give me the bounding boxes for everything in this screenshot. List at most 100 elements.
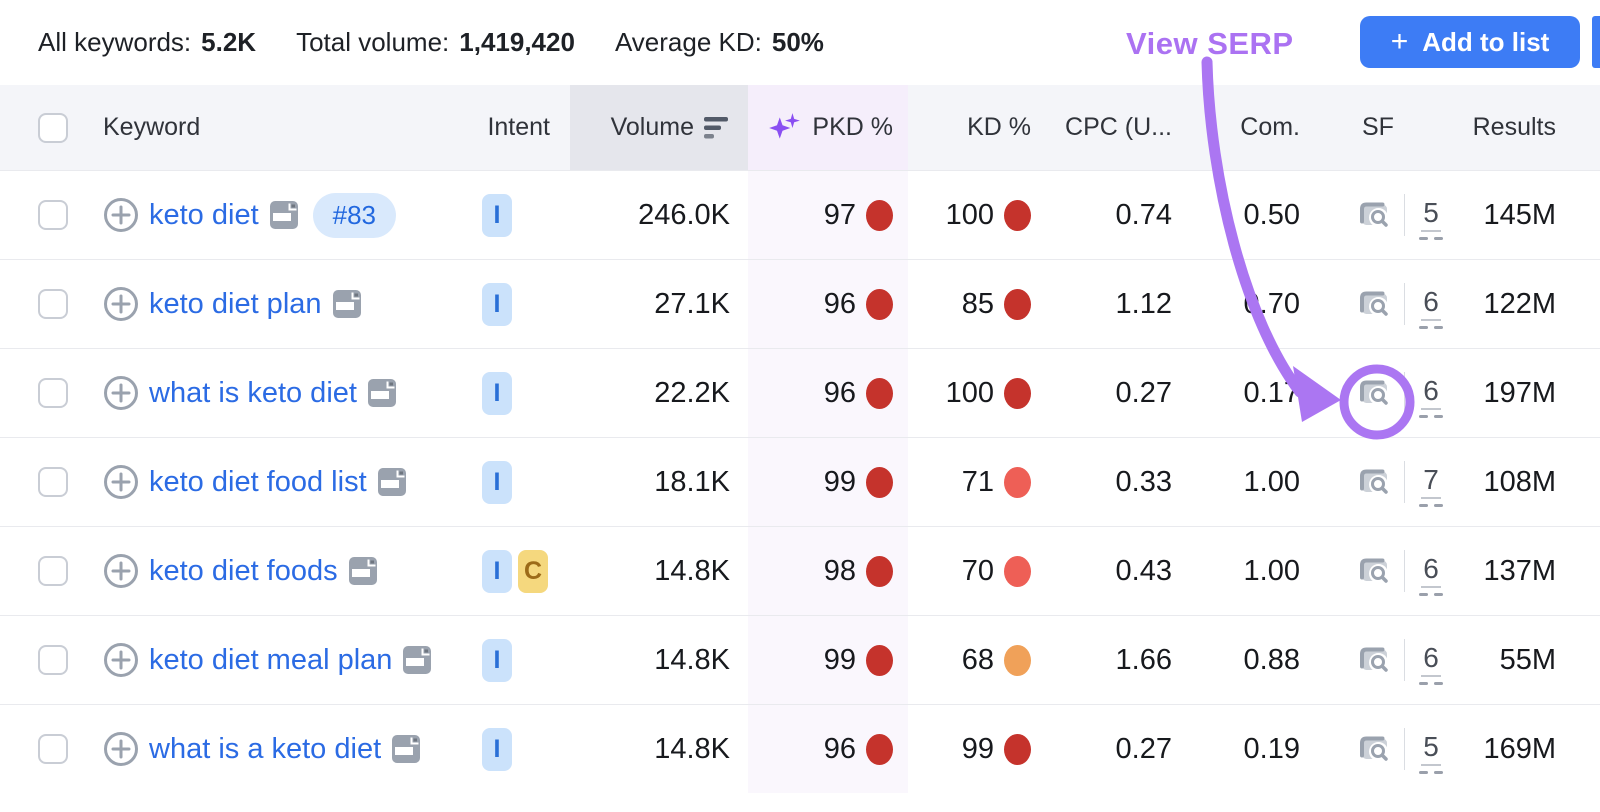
cut-off-adjacent-button[interactable] [1592, 16, 1600, 68]
serp-page-icon[interactable] [391, 733, 421, 765]
column-header-pkd[interactable]: PKD % [748, 85, 908, 170]
sf-count[interactable]: 5 [1421, 731, 1441, 766]
column-header-com[interactable]: Com. [1240, 113, 1300, 141]
select-all-checkbox[interactable] [38, 112, 68, 143]
pkd-dot [866, 733, 893, 765]
sf-count[interactable]: 6 [1421, 553, 1441, 588]
row-checkbox[interactable] [38, 645, 68, 675]
kd-cell: 85 [908, 260, 1042, 348]
row-checkbox[interactable] [38, 289, 68, 319]
pkd-cell: 97 [748, 171, 908, 259]
table-row: keto diet plan I 27.1K 96 85 1.12 0.70 6… [0, 259, 1600, 348]
ai-sparkle-icon [769, 112, 801, 139]
results-cell: 169M [1483, 732, 1556, 765]
sf-count[interactable]: 6 [1421, 375, 1441, 410]
all-keywords-label: All keywords: [38, 27, 192, 57]
com-cell: 0.50 [1243, 198, 1300, 231]
intent-badge-commercial: C [518, 549, 549, 593]
serp-page-icon[interactable] [402, 644, 432, 676]
all-keywords-value: 5.2K [201, 27, 257, 57]
column-header-kd[interactable]: KD % [967, 113, 1031, 141]
kd-dot [1004, 555, 1031, 587]
sf-count[interactable]: 6 [1421, 642, 1441, 677]
plus-icon: + [1390, 25, 1409, 58]
intent-badge-informational: I [482, 371, 512, 415]
results-cell: 145M [1483, 198, 1556, 231]
kd-cell: 100 [908, 171, 1042, 259]
kd-dot [1004, 466, 1031, 498]
keyword-link[interactable]: keto diet food list [149, 465, 367, 498]
row-checkbox[interactable] [38, 467, 68, 497]
keyword-link[interactable]: keto diet plan [149, 287, 322, 320]
sf-count[interactable]: 7 [1421, 464, 1441, 499]
keyword-link[interactable]: what is keto diet [149, 376, 357, 409]
com-cell: 0.19 [1243, 732, 1300, 765]
serp-features-icon[interactable] [1358, 198, 1392, 232]
table-header-row: Keyword Intent Volume PKD % KD % CPC (U.… [0, 85, 1600, 170]
pkd-cell: 96 [748, 705, 908, 793]
sf-divider [1404, 283, 1405, 325]
sort-descending-icon [704, 116, 728, 138]
volume-cell: 18.1K [654, 465, 730, 498]
column-header-results[interactable]: Results [1472, 113, 1556, 141]
serp-page-icon[interactable] [348, 555, 378, 587]
add-keyword-icon[interactable] [103, 642, 139, 678]
sf-cell: 6 [1338, 527, 1462, 615]
pkd-dot [866, 555, 893, 587]
column-header-volume[interactable]: Volume [570, 85, 748, 170]
add-keyword-icon[interactable] [103, 553, 139, 589]
serp-page-icon[interactable] [269, 199, 299, 231]
row-checkbox[interactable] [38, 734, 68, 764]
sf-cell: 6 [1338, 260, 1462, 348]
pkd-cell: 96 [748, 260, 908, 348]
cpc-cell: 0.33 [1115, 465, 1172, 498]
sf-divider [1404, 550, 1405, 592]
kd-cell: 70 [908, 527, 1042, 615]
sf-cell: 6 [1338, 349, 1462, 437]
add-keyword-icon[interactable] [103, 731, 139, 767]
serp-features-icon[interactable] [1358, 465, 1392, 499]
intent-badge-informational: I [482, 193, 512, 237]
serp-features-icon[interactable] [1358, 732, 1392, 766]
serp-features-icon[interactable] [1358, 643, 1392, 677]
serp-features-icon[interactable] [1358, 554, 1392, 588]
add-to-list-button[interactable]: + Add to list [1360, 16, 1580, 68]
sf-divider [1404, 728, 1405, 770]
table-row: what is a keto diet I 14.8K 96 99 0.27 0… [0, 704, 1600, 793]
add-keyword-icon[interactable] [103, 375, 139, 411]
table-row: keto diet meal plan I 14.8K 99 68 1.66 0… [0, 615, 1600, 704]
sf-divider [1404, 372, 1405, 414]
serp-page-icon[interactable] [377, 466, 407, 498]
view-serp-annotation-label: View SERP [1126, 26, 1294, 61]
kd-cell: 68 [908, 616, 1042, 704]
add-keyword-icon[interactable] [103, 197, 139, 233]
keyword-link[interactable]: what is a keto diet [149, 732, 382, 765]
volume-cell: 246.0K [638, 198, 730, 231]
row-checkbox[interactable] [38, 556, 68, 586]
serp-features-icon-highlighted[interactable] [1358, 376, 1392, 410]
serp-page-icon[interactable] [332, 288, 362, 320]
sf-divider [1404, 639, 1405, 681]
add-keyword-icon[interactable] [103, 286, 139, 322]
serp-page-icon[interactable] [367, 377, 397, 409]
results-cell: 137M [1483, 554, 1556, 587]
com-cell: 1.00 [1243, 554, 1300, 587]
sf-cell: 5 [1338, 705, 1462, 793]
intent-badge-informational: I [482, 727, 512, 771]
keyword-link[interactable]: keto diet foods [149, 554, 338, 587]
row-checkbox[interactable] [38, 200, 68, 230]
sf-divider [1404, 461, 1405, 503]
sf-count[interactable]: 6 [1421, 286, 1441, 321]
serp-features-icon[interactable] [1358, 287, 1392, 321]
column-header-cpc[interactable]: CPC (U... [1065, 113, 1172, 141]
keyword-link[interactable]: keto diet meal plan [149, 643, 393, 676]
cpc-cell: 0.74 [1115, 198, 1172, 231]
kd-dot [1004, 199, 1031, 231]
keyword-link[interactable]: keto diet [149, 198, 259, 231]
sf-more-dashes [1419, 770, 1443, 774]
sf-more-dashes [1419, 592, 1443, 596]
sf-count[interactable]: 5 [1421, 197, 1441, 232]
row-checkbox[interactable] [38, 378, 68, 408]
add-keyword-icon[interactable] [103, 464, 139, 500]
